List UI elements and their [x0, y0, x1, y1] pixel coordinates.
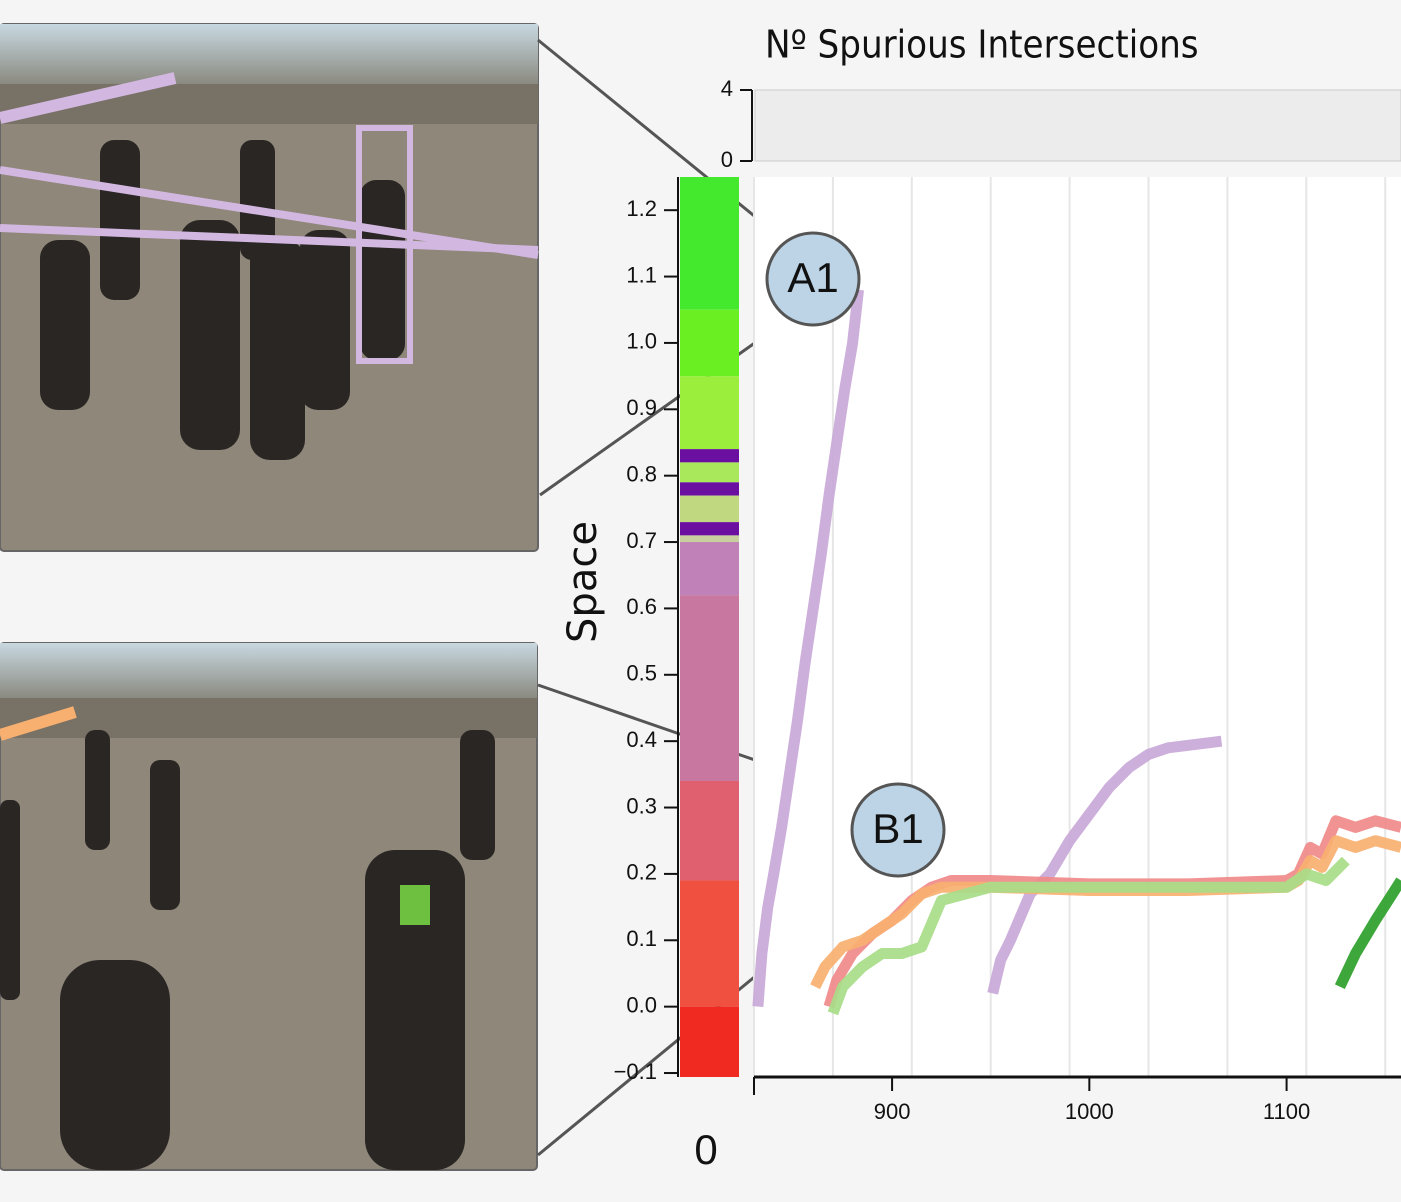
colorbar-label: 0 — [694, 1126, 717, 1173]
y-tick-label: 1.1 — [626, 262, 657, 287]
callout-label: B1 — [872, 805, 923, 852]
colorbar-segment — [680, 535, 739, 543]
y-tick-label: 0.2 — [626, 860, 657, 885]
colorbar-segment — [680, 595, 739, 781]
y-tick-label: 4 — [721, 76, 733, 101]
x-tick-label: 900 — [874, 1099, 911, 1124]
main-chart: Space 0 −0.1 0.0 0.1 0.2 0.3 0.4 0.5 0.6 0.7 0.8 0… — [560, 177, 1401, 1173]
series-line — [987, 735, 1223, 995]
colorbar-segment — [680, 309, 739, 377]
colorbar-segment — [680, 495, 739, 523]
colorbar-segment — [680, 542, 739, 596]
colorbar-segment — [680, 177, 739, 310]
x-tick-label: 1000 — [1065, 1099, 1114, 1124]
colorbar-segment — [680, 482, 739, 496]
photo-top — [0, 23, 539, 552]
y-tick-label: 0.8 — [626, 461, 657, 486]
y-tick-label: 1.0 — [626, 329, 657, 354]
colorbar-segment — [680, 449, 739, 463]
y-tick-label: 0.0 — [626, 992, 657, 1017]
callout-b1: B1 — [850, 782, 946, 878]
colorbar-segment — [680, 780, 739, 881]
y-tick-label: 0.4 — [626, 727, 657, 752]
colorbar-segment — [680, 376, 739, 450]
y-tick-label: 0.5 — [626, 661, 657, 686]
series-line — [752, 289, 864, 1008]
series-line — [1334, 877, 1401, 990]
y-tick-label: 0 — [721, 147, 733, 172]
x-tick-label: 1100 — [1263, 1099, 1310, 1124]
y-tick-label: 0.7 — [626, 528, 657, 553]
callout-a1: A1 — [765, 231, 861, 327]
y-tick-label: 0.6 — [626, 594, 657, 619]
y-tick-label: −0.1 — [614, 1059, 657, 1084]
colorbar-segment — [680, 462, 739, 483]
y-tick-label: 1.2 — [626, 196, 657, 221]
y-axis-label: Space — [560, 521, 606, 643]
y-tick-label: 0.3 — [626, 793, 657, 818]
mini-chart: Nº Spurious Intersections 0 4 — [721, 23, 1401, 172]
colorbar-segment — [680, 522, 739, 536]
y-tick-label: 0.1 — [626, 926, 657, 951]
mini-title: Nº Spurious Intersections — [765, 23, 1199, 67]
photo-bottom — [0, 642, 538, 1171]
y-tick-label: 0.9 — [626, 395, 657, 420]
series-line — [827, 856, 1350, 1016]
colorbar-segment — [680, 1006, 739, 1077]
callout-label: A1 — [787, 254, 838, 301]
colorbar-segment — [680, 880, 739, 1007]
